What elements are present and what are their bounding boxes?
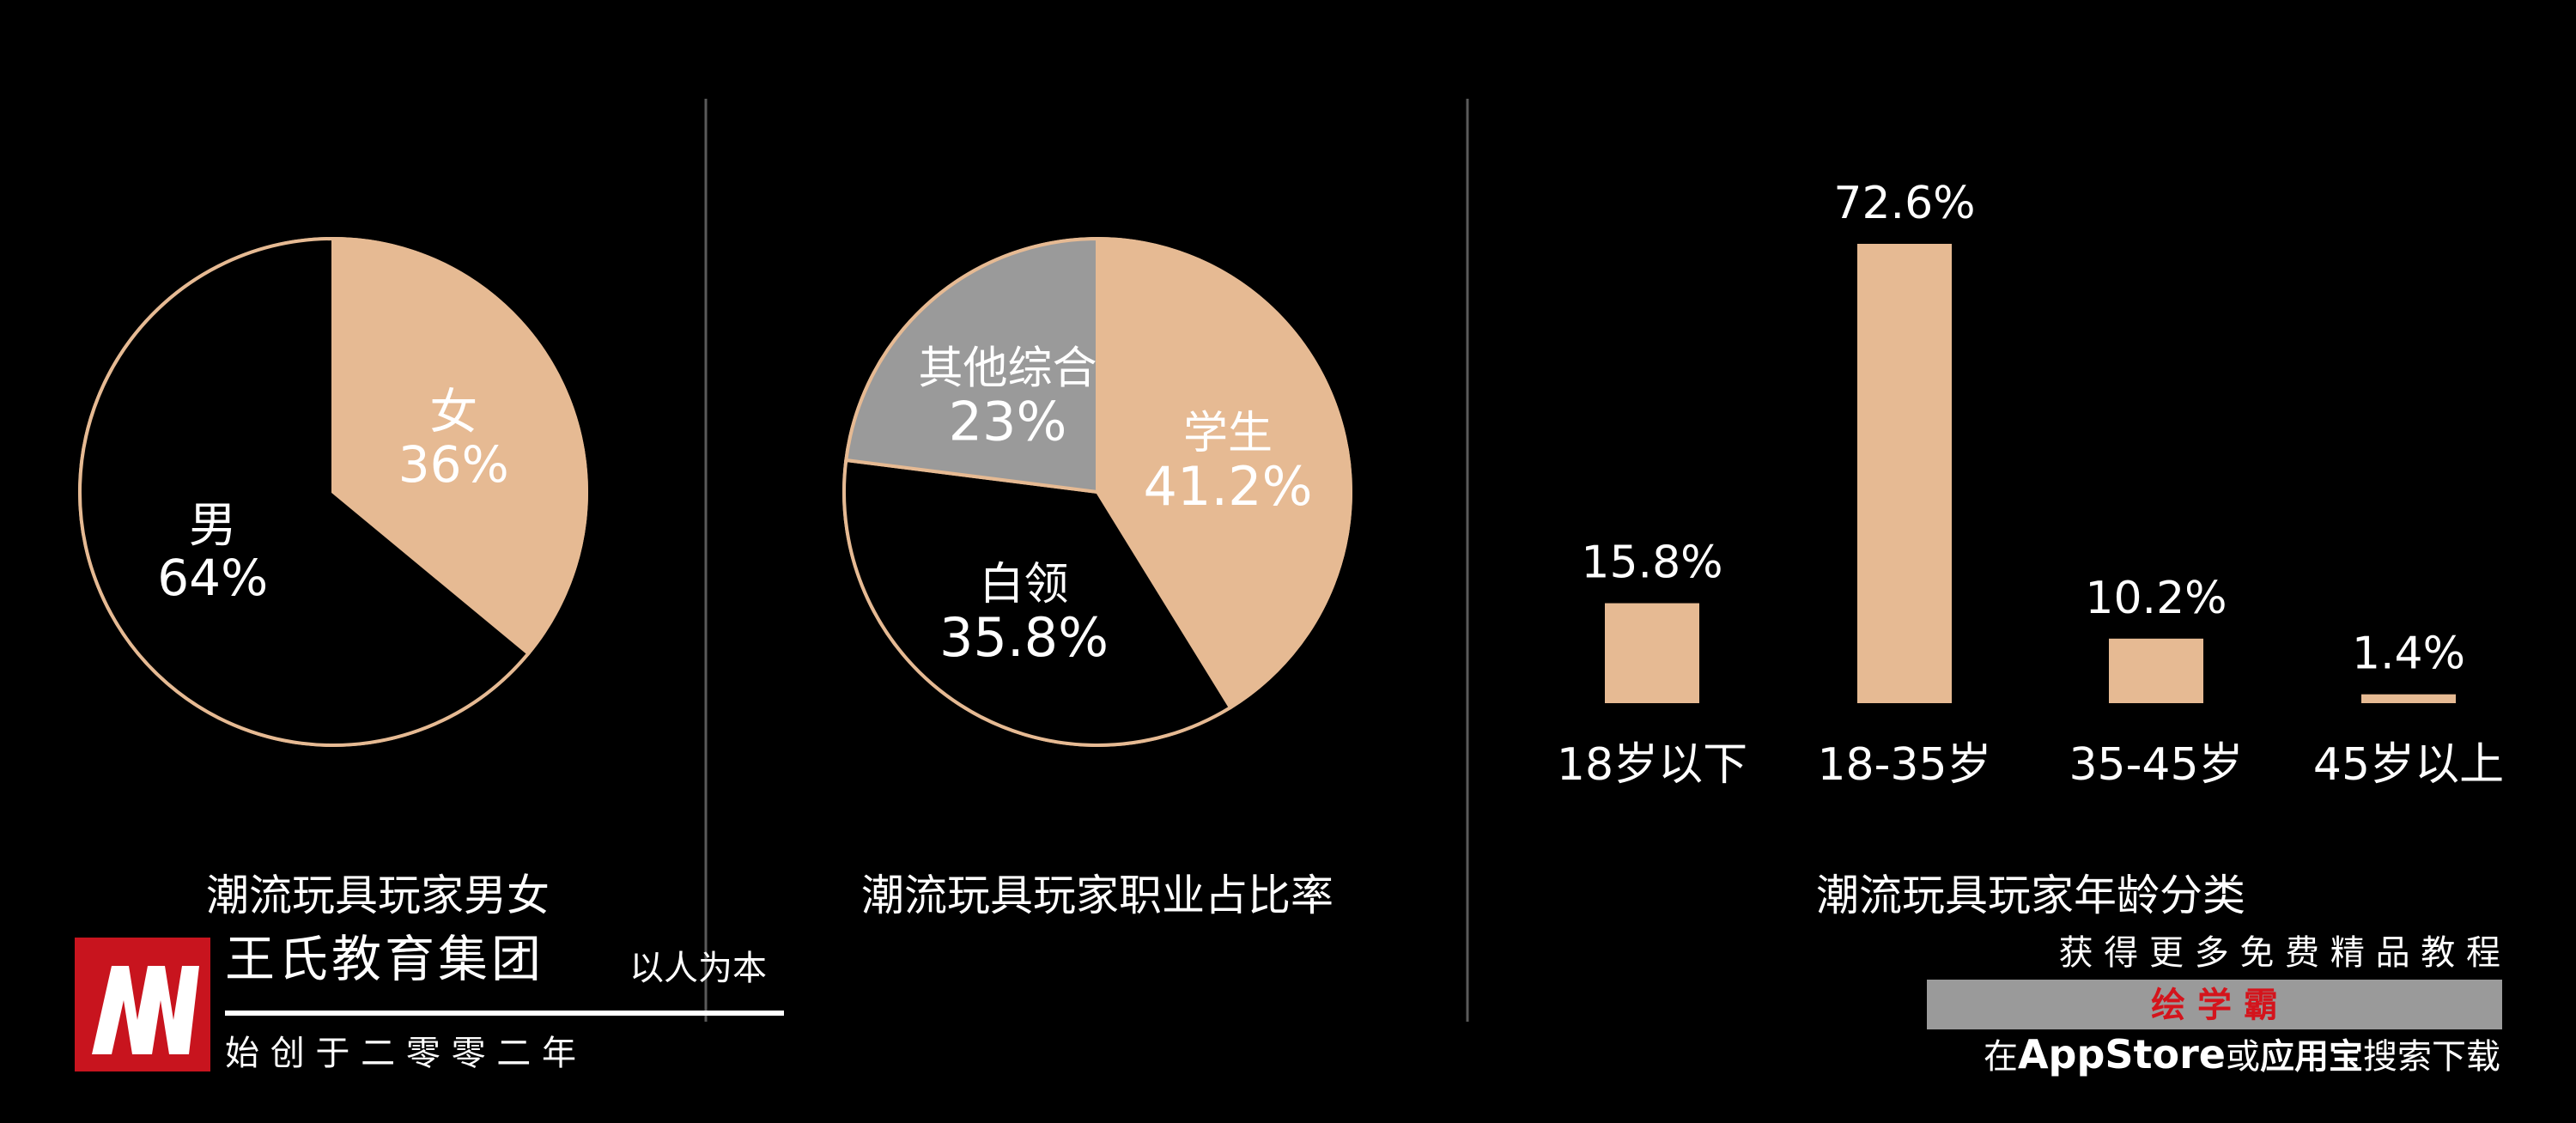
gender-pie-chart: 女36% 男64%: [78, 236, 588, 747]
slice-value: 36%: [398, 435, 509, 494]
promo-prefix: 在: [1984, 1037, 2018, 1077]
bar-category-label: 45岁以上: [2313, 739, 2504, 791]
slice-value: 35.8%: [939, 606, 1109, 669]
pie-slice: [331, 236, 588, 656]
bar-value-label: 1.4%: [2352, 628, 2465, 680]
slice-value: 41.2%: [1144, 455, 1313, 518]
slice-label: 学生: [1183, 408, 1273, 459]
pie-slice: [1096, 236, 1352, 710]
pie-slice: [78, 236, 532, 747]
logo-w-mark: [92, 966, 199, 1054]
promo-yingyongbao: 应用宝: [2260, 1037, 2363, 1077]
age-chart-title: 潮流玩具玩家年龄分类: [1816, 871, 2245, 920]
bar-value-label: 10.2%: [2085, 573, 2227, 624]
bar-category-label: 35-45岁: [2069, 739, 2243, 791]
bar: [2361, 694, 2456, 703]
gender-chart-title: 潮流玩具玩家男女: [206, 871, 550, 920]
promo-appstore: AppStore: [2018, 1031, 2226, 1077]
company-name: 王氏教育集团: [225, 930, 544, 988]
promo-suffix: 搜索下载: [2363, 1037, 2500, 1077]
pie-slice: [844, 236, 1099, 495]
bar: [2109, 638, 2203, 703]
bar-value-label: 72.6%: [1833, 178, 1975, 229]
founded-text: 始 创 于 二 零 零 二 年: [225, 1034, 576, 1073]
company-slogan: 以人为本: [629, 949, 767, 988]
bar-category-label: 18-35岁: [1817, 739, 1991, 791]
age-bar-chart: 15.8% 18岁以下 72.6% 18-35岁 10.2% 35-45岁 1.4% 45岁以…: [1557, 178, 2504, 791]
bar: [1857, 244, 1952, 703]
bar: [1605, 603, 1699, 703]
bar-value-label: 15.8%: [1581, 537, 1722, 589]
occupation-chart-title: 潮流玩具玩家职业占比率: [861, 871, 1334, 920]
slice-label: 男: [189, 498, 237, 554]
bar-category-label: 18岁以下: [1557, 739, 1747, 791]
slice-value: 64%: [157, 549, 268, 607]
slice-label: 其他综合: [919, 343, 1097, 394]
promo-download-line: 在AppStore或应用宝搜索下载: [1984, 1031, 2500, 1077]
promo-headline: 获 得 更 多 免 费 精 品 教 程: [2059, 933, 2500, 973]
promo-or: 或: [2226, 1037, 2260, 1077]
slice-label: 白领: [979, 559, 1068, 610]
promo-banner: [1927, 980, 2502, 1029]
promo-banner-text: 绘 学 霸: [2151, 986, 2278, 1025]
slice-value: 23%: [949, 390, 1067, 452]
company-logo: [75, 938, 210, 1071]
slice-label: 女: [429, 385, 477, 440]
pie-slice: [842, 458, 1233, 747]
